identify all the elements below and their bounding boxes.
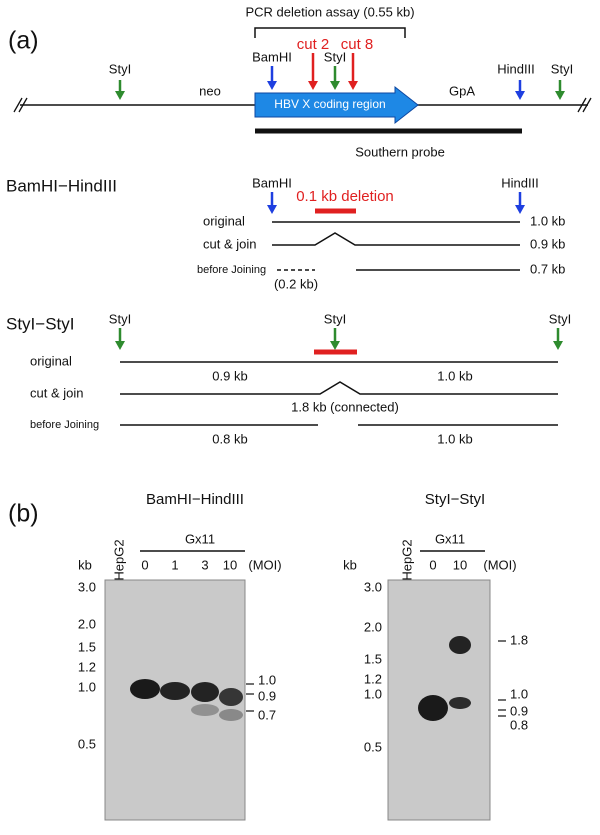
marker-label: 1.0 [78, 679, 96, 694]
size-label: 1.0 kb [437, 431, 472, 446]
arrow-head [515, 91, 525, 100]
arrow-head [267, 205, 277, 214]
control-label: HepG2 [111, 539, 126, 580]
lane-label: 1 [171, 557, 178, 572]
fragment-line [120, 381, 558, 395]
gel-band [219, 709, 243, 721]
coding-region-box [254, 85, 419, 125]
lane-label: 3 [201, 557, 208, 572]
band-label: 1.0 [510, 686, 528, 701]
gel-band [191, 682, 219, 702]
site-label: BamHI [252, 175, 292, 190]
marker-label: 2.0 [78, 616, 96, 631]
gel-band [449, 636, 471, 654]
break-mark [13, 97, 592, 113]
row-label: original [203, 213, 245, 228]
row-label: original [30, 353, 72, 368]
band-label: 1.8 [510, 632, 528, 647]
marker-label: 0.5 [78, 736, 96, 751]
gel-title: BamHI−HindIII [146, 491, 244, 508]
marker-label: 3.0 [364, 579, 382, 594]
marker-label: 1.0 [364, 686, 382, 701]
arrow-head [267, 81, 277, 90]
size-label: 1.8 kb (connected) [291, 399, 399, 414]
axis-unit: kb [343, 557, 357, 572]
arrow-head [308, 81, 318, 90]
lane-label: 10 [453, 557, 467, 572]
lane-label: 0 [429, 557, 436, 572]
size-label: 0.9 kb [530, 236, 565, 251]
element-label: neo [199, 83, 221, 98]
arrow-head [330, 341, 340, 350]
gel-band [418, 695, 448, 721]
group-label: Gx11 [185, 531, 215, 546]
marker-label: 1.2 [78, 659, 96, 674]
gel-title: StyI−StyI [425, 491, 485, 508]
pcr-label: PCR deletion assay (0.55 kb) [245, 4, 414, 19]
arrow-head [515, 205, 525, 214]
panel-label: (a) [8, 27, 39, 55]
row-label: before Joining [30, 419, 99, 431]
element-label: GpA [449, 83, 475, 98]
site-label: StyI [109, 311, 131, 326]
site-label: HindIII [501, 175, 539, 190]
row-label: before Joining [197, 264, 266, 276]
section-title: StyI−StyI [6, 314, 75, 333]
group-label: Gx11 [435, 531, 465, 546]
size-label: 1.0 kb [437, 368, 472, 383]
marker-label: 3.0 [78, 579, 96, 594]
cut-label: cut 2 [297, 36, 330, 53]
band-label: 1.0 [258, 672, 276, 687]
band-label: 0.7 [258, 707, 276, 722]
probe-label: Southern probe [355, 144, 445, 159]
arrow-head [348, 81, 358, 90]
deletion-label: 0.1 kb deletion [296, 188, 394, 205]
panel-label: (b) [8, 500, 39, 528]
size-label: 0.9 kb [212, 368, 247, 383]
marker-label: 1.5 [364, 651, 382, 666]
gel-band [130, 679, 160, 699]
row-label: cut & join [203, 236, 256, 251]
band-label: 0.9 [258, 688, 276, 703]
pcr-bracket [254, 27, 406, 38]
fragment-label: (0.2 kb) [274, 276, 318, 291]
marker-label: 1.5 [78, 639, 96, 654]
unit-label: (MOI) [248, 557, 281, 572]
site-label: StyI [551, 61, 573, 76]
gel-band [191, 704, 219, 716]
marker-label: 0.5 [364, 739, 382, 754]
size-label: 0.7 kb [530, 261, 565, 276]
lane-label: 0 [141, 557, 148, 572]
control-label: HepG2 [399, 539, 414, 580]
site-label: StyI [549, 311, 571, 326]
coding-region-label: HBV X coding region [274, 97, 385, 111]
marker-label: 1.2 [364, 671, 382, 686]
gel-band [160, 682, 190, 700]
lane-label: 10 [223, 557, 237, 572]
section-title: BamHI−HindIII [6, 176, 117, 195]
band-label: 0.8 [510, 717, 528, 732]
site-label: StyI [324, 49, 346, 64]
arrow-head [115, 91, 125, 100]
marker-label: 2.0 [364, 619, 382, 634]
site-label: BamHI [252, 49, 292, 64]
unit-label: (MOI) [483, 557, 516, 572]
fragment-line [272, 232, 520, 246]
arrow-head [553, 341, 563, 350]
site-label: StyI [324, 311, 346, 326]
gel-band [219, 688, 243, 706]
site-label: StyI [109, 61, 131, 76]
site-label: HindIII [497, 61, 535, 76]
axis-unit: kb [78, 557, 92, 572]
size-label: 1.0 kb [530, 213, 565, 228]
arrow-head [330, 81, 340, 90]
arrow-head [115, 341, 125, 350]
size-label: 0.8 kb [212, 431, 247, 446]
band-label: 0.9 [510, 703, 528, 718]
cut-label: cut 8 [341, 36, 374, 53]
arrow-head [555, 91, 565, 100]
gel-band [449, 697, 471, 709]
row-label: cut & join [30, 385, 83, 400]
